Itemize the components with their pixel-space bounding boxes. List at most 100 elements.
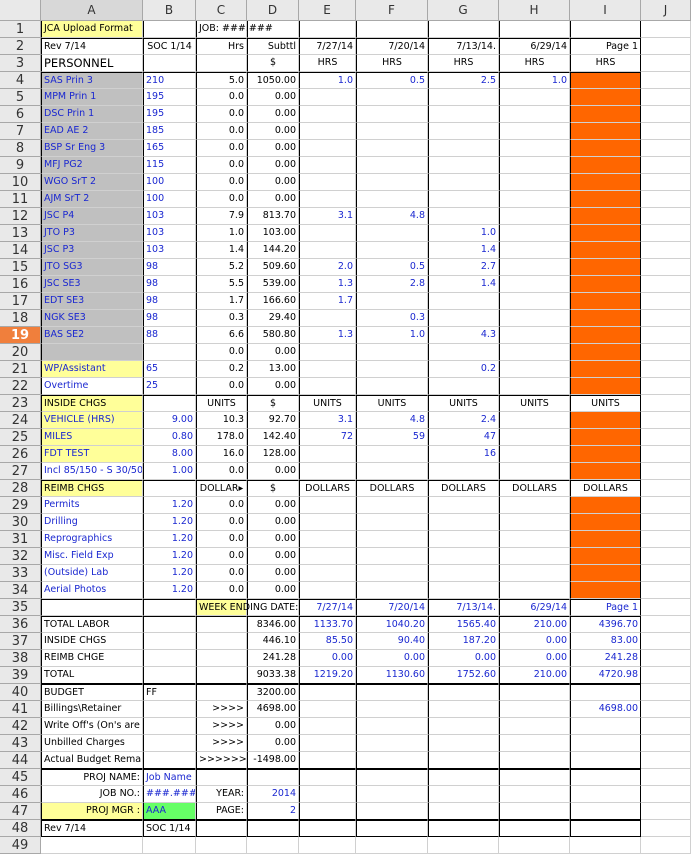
cell-f20[interactable] xyxy=(356,344,428,361)
cell-c14[interactable]: 1.4 xyxy=(196,242,247,259)
cell-a8[interactable]: BSP Sr Eng 3 xyxy=(41,140,143,157)
cell-d45[interactable] xyxy=(247,769,299,786)
cell-e14[interactable] xyxy=(299,242,356,259)
cell-e22[interactable] xyxy=(299,378,356,395)
cell-d14[interactable]: 144.20 xyxy=(247,242,299,259)
cell-d47[interactable]: 2 xyxy=(247,803,299,820)
cell-d17[interactable]: 166.60 xyxy=(247,293,299,310)
cell-i25[interactable] xyxy=(570,429,641,446)
cell-d42[interactable]: 0.00 xyxy=(247,718,299,735)
cell-i9[interactable] xyxy=(570,157,641,174)
cell-i30[interactable] xyxy=(570,514,641,531)
cell-h2[interactable]: 6/29/14 xyxy=(499,38,570,55)
cell-e26[interactable] xyxy=(299,446,356,463)
cell-c32[interactable]: 0.0 xyxy=(196,548,247,565)
row-header-30[interactable]: 30 xyxy=(0,514,41,531)
cell-g39[interactable]: 1752.60 xyxy=(428,667,499,684)
cell-g49[interactable] xyxy=(428,837,499,854)
row-header-24[interactable]: 24 xyxy=(0,412,41,429)
cell-b5[interactable]: 195 xyxy=(143,89,196,106)
cell-j48[interactable] xyxy=(641,820,691,837)
cell-c9[interactable]: 0.0 xyxy=(196,157,247,174)
cell-h12[interactable] xyxy=(499,208,570,225)
cell-h27[interactable] xyxy=(499,463,570,480)
cell-c24[interactable]: 10.3 xyxy=(196,412,247,429)
cell-c4[interactable]: 5.0 xyxy=(196,72,247,89)
cell-i33[interactable] xyxy=(570,565,641,582)
cell-i13[interactable] xyxy=(570,225,641,242)
cell-e9[interactable] xyxy=(299,157,356,174)
cell-d16[interactable]: 539.00 xyxy=(247,276,299,293)
cell-c37[interactable] xyxy=(196,633,247,650)
cell-f1[interactable] xyxy=(356,21,428,38)
cell-h4[interactable]: 1.0 xyxy=(499,72,570,89)
cell-a24[interactable]: VEHICLE (HRS) xyxy=(41,412,143,429)
cell-g32[interactable] xyxy=(428,548,499,565)
cell-i49[interactable] xyxy=(570,837,641,854)
cell-a26[interactable]: FDT TEST xyxy=(41,446,143,463)
cell-j41[interactable] xyxy=(641,701,691,718)
cell-f11[interactable] xyxy=(356,191,428,208)
cell-j40[interactable] xyxy=(641,684,691,701)
cell-b20[interactable] xyxy=(143,344,196,361)
cell-a18[interactable]: NGK SE3 xyxy=(41,310,143,327)
cell-h16[interactable] xyxy=(499,276,570,293)
cell-i41[interactable]: 4698.00 xyxy=(570,701,641,718)
cell-j7[interactable] xyxy=(641,123,691,140)
cell-j49[interactable] xyxy=(641,837,691,854)
cell-a29[interactable]: Permits xyxy=(41,497,143,514)
cell-c17[interactable]: 1.7 xyxy=(196,293,247,310)
cell-j15[interactable] xyxy=(641,259,691,276)
cell-h42[interactable] xyxy=(499,718,570,735)
cell-i48[interactable] xyxy=(570,820,641,837)
cell-f2[interactable]: 7/20/14 xyxy=(356,38,428,55)
row-header-3[interactable]: 3 xyxy=(0,55,41,72)
cell-f47[interactable] xyxy=(356,803,428,820)
cell-g44[interactable] xyxy=(428,752,499,769)
cell-h38[interactable]: 0.00 xyxy=(499,650,570,667)
cell-g12[interactable] xyxy=(428,208,499,225)
cell-g28[interactable]: DOLLARS xyxy=(428,480,499,497)
cell-b40[interactable]: FF xyxy=(143,684,196,701)
cell-h15[interactable] xyxy=(499,259,570,276)
cell-h48[interactable] xyxy=(499,820,570,837)
cell-i39[interactable]: 4720.98 xyxy=(570,667,641,684)
cell-a45[interactable]: PROJ NAME: xyxy=(41,769,143,786)
cell-i4[interactable] xyxy=(570,72,641,89)
cell-i8[interactable] xyxy=(570,140,641,157)
cell-j46[interactable] xyxy=(641,786,691,803)
row-header-37[interactable]: 37 xyxy=(0,633,41,650)
cell-g4[interactable]: 2.5 xyxy=(428,72,499,89)
cell-d34[interactable]: 0.00 xyxy=(247,582,299,599)
cell-g22[interactable] xyxy=(428,378,499,395)
cell-b10[interactable]: 100 xyxy=(143,174,196,191)
cell-e48[interactable] xyxy=(299,820,356,837)
cell-e30[interactable] xyxy=(299,514,356,531)
cell-a10[interactable]: WGO SrT 2 xyxy=(41,174,143,191)
cell-e11[interactable] xyxy=(299,191,356,208)
cell-j39[interactable] xyxy=(641,667,691,684)
row-header-48[interactable]: 48 xyxy=(0,820,41,837)
cell-g46[interactable] xyxy=(428,786,499,803)
cell-j44[interactable] xyxy=(641,752,691,769)
cell-e38[interactable]: 0.00 xyxy=(299,650,356,667)
cell-c31[interactable]: 0.0 xyxy=(196,531,247,548)
cell-j4[interactable] xyxy=(641,72,691,89)
cell-i7[interactable] xyxy=(570,123,641,140)
cell-d22[interactable]: 0.00 xyxy=(247,378,299,395)
cell-f26[interactable] xyxy=(356,446,428,463)
cell-h1[interactable] xyxy=(499,21,570,38)
cell-g48[interactable] xyxy=(428,820,499,837)
cell-j13[interactable] xyxy=(641,225,691,242)
cell-g11[interactable] xyxy=(428,191,499,208)
cell-j27[interactable] xyxy=(641,463,691,480)
cell-a3[interactable]: PERSONNEL xyxy=(41,55,143,72)
cell-d40[interactable]: 3200.00 xyxy=(247,684,299,701)
row-header-27[interactable]: 27 xyxy=(0,463,41,480)
cell-h10[interactable] xyxy=(499,174,570,191)
cell-a13[interactable]: JTO P3 xyxy=(41,225,143,242)
cell-h46[interactable] xyxy=(499,786,570,803)
cell-h33[interactable] xyxy=(499,565,570,582)
cell-d8[interactable]: 0.00 xyxy=(247,140,299,157)
cell-f33[interactable] xyxy=(356,565,428,582)
